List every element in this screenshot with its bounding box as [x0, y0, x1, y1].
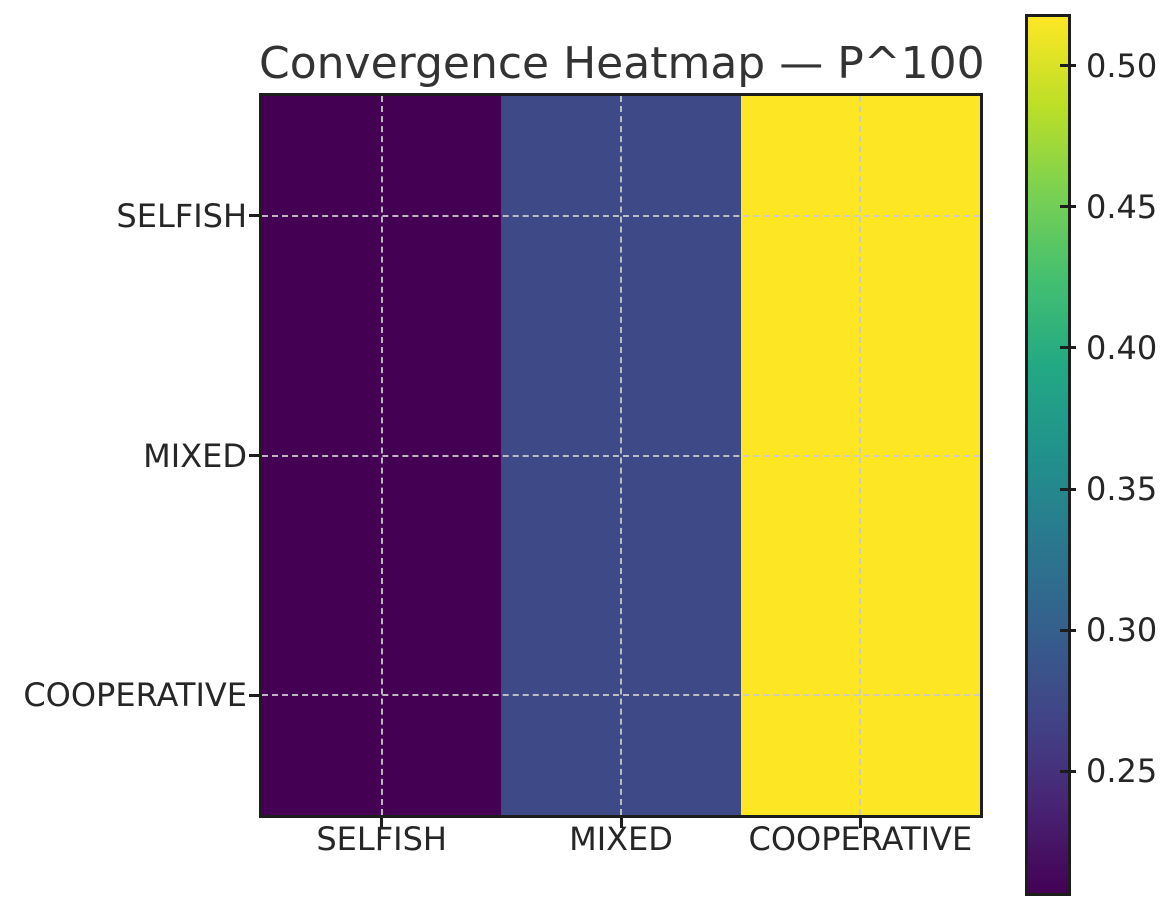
- colorbar-tick-mark: [1060, 205, 1076, 209]
- heatmap-cell: [740, 335, 980, 576]
- heatmap-cell: [740, 575, 980, 815]
- colorbar-tick-label: 0.45: [1086, 187, 1158, 226]
- colorbar: [1025, 14, 1071, 896]
- heatmap-cell: [262, 335, 502, 576]
- x-tick-mark: [858, 818, 862, 828]
- colorbar-tick-mark: [1060, 487, 1076, 491]
- colorbar-tick-label: 0.25: [1086, 752, 1158, 791]
- colorbar-tick-label: 0.50: [1086, 46, 1158, 85]
- heatmap-cell: [501, 575, 741, 815]
- x-tick-mark: [619, 818, 623, 828]
- colorbar-tick-mark: [1060, 346, 1076, 350]
- heatmap-cell: [501, 335, 741, 576]
- colorbar-tick-label: 0.30: [1086, 611, 1158, 650]
- y-tick-label: SELFISH: [116, 196, 247, 235]
- y-tick-mark: [249, 214, 259, 218]
- heatmap-cell: [501, 96, 741, 336]
- x-tick-label: MIXED: [569, 820, 673, 858]
- heatmap-cell: [740, 96, 980, 336]
- chart-title: Convergence Heatmap — P^100: [259, 38, 985, 89]
- colorbar-tick-label: 0.35: [1086, 470, 1158, 509]
- y-tick-label: COOPERATIVE: [23, 676, 247, 715]
- colorbar-tick-mark: [1060, 769, 1076, 773]
- heatmap-cell: [262, 96, 502, 336]
- x-tick-label: COOPERATIVE: [748, 820, 973, 858]
- colorbar-tick-mark: [1060, 628, 1076, 632]
- colorbar-tick-label: 0.40: [1086, 328, 1158, 367]
- x-tick-label: SELFISH: [316, 820, 447, 858]
- y-tick-mark: [249, 693, 259, 697]
- colorbar-tick-mark: [1060, 64, 1076, 68]
- x-tick-mark: [380, 818, 384, 828]
- colorbar-gradient: [1028, 17, 1068, 893]
- y-tick-label: MIXED: [143, 436, 247, 475]
- heatmap-cells: [262, 96, 980, 815]
- y-tick-mark: [249, 454, 259, 457]
- heatmap-cell: [262, 575, 502, 815]
- heatmap-plot-area: [259, 93, 983, 818]
